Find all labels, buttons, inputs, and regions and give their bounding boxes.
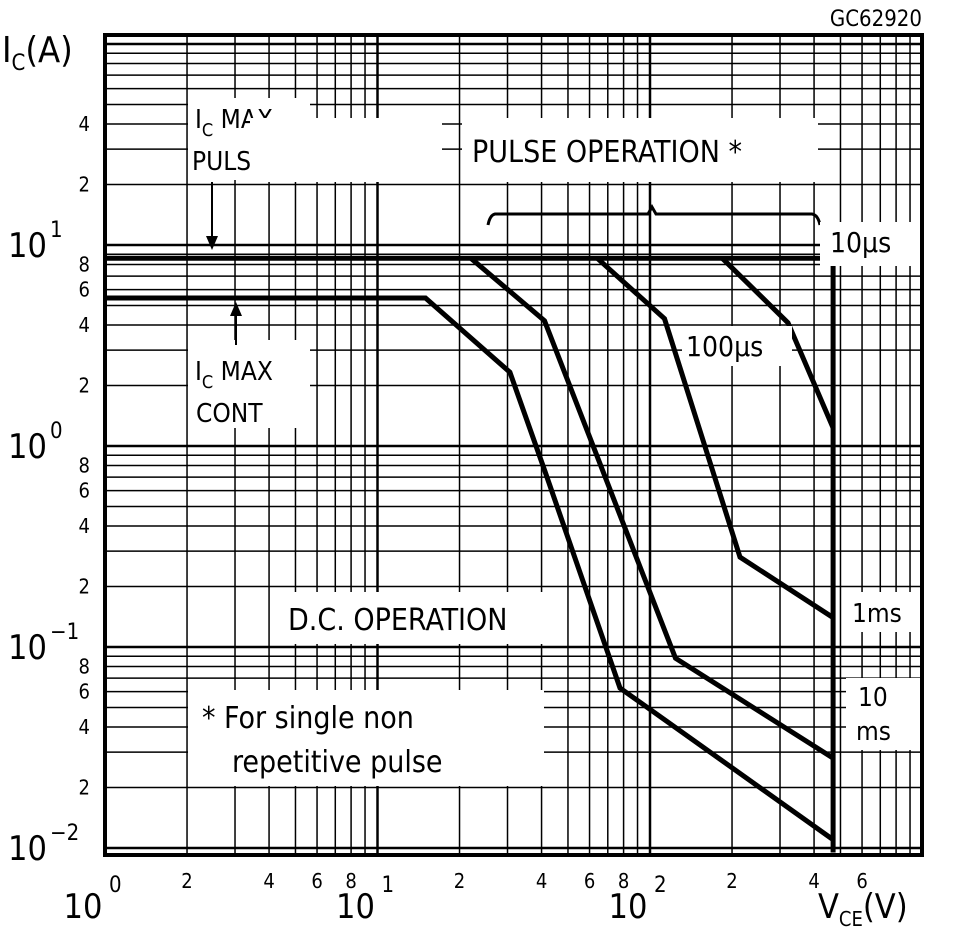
y-tick-label: 10: [8, 226, 47, 266]
footnote: * For single non repetitive pulse: [188, 690, 544, 786]
series-line-1: [720, 256, 836, 429]
y-tick-label: 10: [8, 628, 47, 668]
x-tick-label: 2: [454, 869, 465, 893]
y-tick-label: 4: [79, 313, 90, 337]
x-axis-label: VCE(V): [818, 887, 908, 931]
y-tick-label: 6: [79, 680, 90, 704]
label-1ms: 1ms: [852, 599, 902, 629]
x-tick-label: 8: [618, 869, 629, 893]
x-tick-exponent: 0: [109, 873, 122, 898]
series-line-3: [469, 256, 835, 761]
x-tick-label: 2: [181, 869, 192, 893]
y-tick-label: 8: [79, 453, 90, 477]
curve-labels: 10µs 100µs 1ms 10 ms: [682, 222, 920, 750]
x-tick-label: 2: [726, 869, 737, 893]
y-tick-exponent: −2: [50, 821, 79, 846]
x-tick-label: 4: [536, 869, 547, 893]
x-tick-label: 10: [64, 887, 103, 927]
y-tick-label: 6: [79, 278, 90, 302]
y-tick-label: 2: [79, 172, 90, 196]
y-tick-exponent: −1: [50, 620, 79, 645]
series-line-4: [105, 295, 835, 842]
y-tick-label: 2: [79, 775, 90, 799]
x-tick-label: 10: [336, 887, 375, 927]
x-tick-label: 8: [345, 869, 356, 893]
y-tick-exponent: 1: [50, 218, 63, 243]
y-axis-label: IC(A): [2, 30, 73, 76]
y-tick-label: 4: [79, 514, 90, 538]
svg-text:repetitive pulse: repetitive pulse: [232, 745, 443, 780]
y-tick-label: 2: [79, 574, 90, 598]
label-10ms: 10: [858, 683, 888, 713]
svg-text:* For single non: * For single non: [202, 701, 414, 736]
x-tick-exponent: 1: [382, 873, 395, 898]
x-tick-label: 10: [609, 887, 648, 927]
x-tick-label: 6: [856, 869, 867, 893]
label-10ms-unit: ms: [856, 717, 891, 747]
y-tick-label: 4: [79, 715, 90, 739]
plot-frame: [103, 33, 924, 857]
brace-icon: [486, 203, 822, 226]
svg-text:IC MAX: IC MAX: [195, 357, 273, 393]
figure-code: GC62920: [830, 7, 922, 32]
x-tick-label: 4: [263, 869, 274, 893]
y-tick-label: 10: [8, 829, 47, 869]
svg-text:D.C. OPERATION: D.C. OPERATION: [288, 603, 507, 638]
y-tick-label: 10: [8, 427, 47, 467]
y-tick-label: 8: [79, 252, 90, 276]
annotation-pulse-operation: PULSE OPERATION *: [250, 118, 822, 226]
y-tick-label: 4: [79, 112, 90, 136]
x-tick-exponent: 2: [654, 873, 667, 898]
annotation-ic-max-cont: IC MAX CONT: [188, 302, 310, 429]
annotation-dc-operation: D.C. OPERATION: [270, 592, 560, 644]
series-line-2: [595, 256, 835, 620]
label-100us: 100µs: [686, 330, 763, 363]
y-tick-label: 2: [79, 373, 90, 397]
y-tick-exponent: 0: [50, 419, 63, 444]
x-tick-label: 4: [808, 869, 819, 893]
x-tick-label: 6: [311, 869, 322, 893]
y-tick-label: 8: [79, 654, 90, 678]
label-10us: 10µs: [830, 226, 891, 259]
y-tick-label: 6: [79, 479, 90, 503]
x-tick-label: 6: [584, 869, 595, 893]
svg-text:CONT: CONT: [196, 399, 263, 429]
svg-text:PULSE OPERATION *: PULSE OPERATION *: [472, 135, 742, 170]
